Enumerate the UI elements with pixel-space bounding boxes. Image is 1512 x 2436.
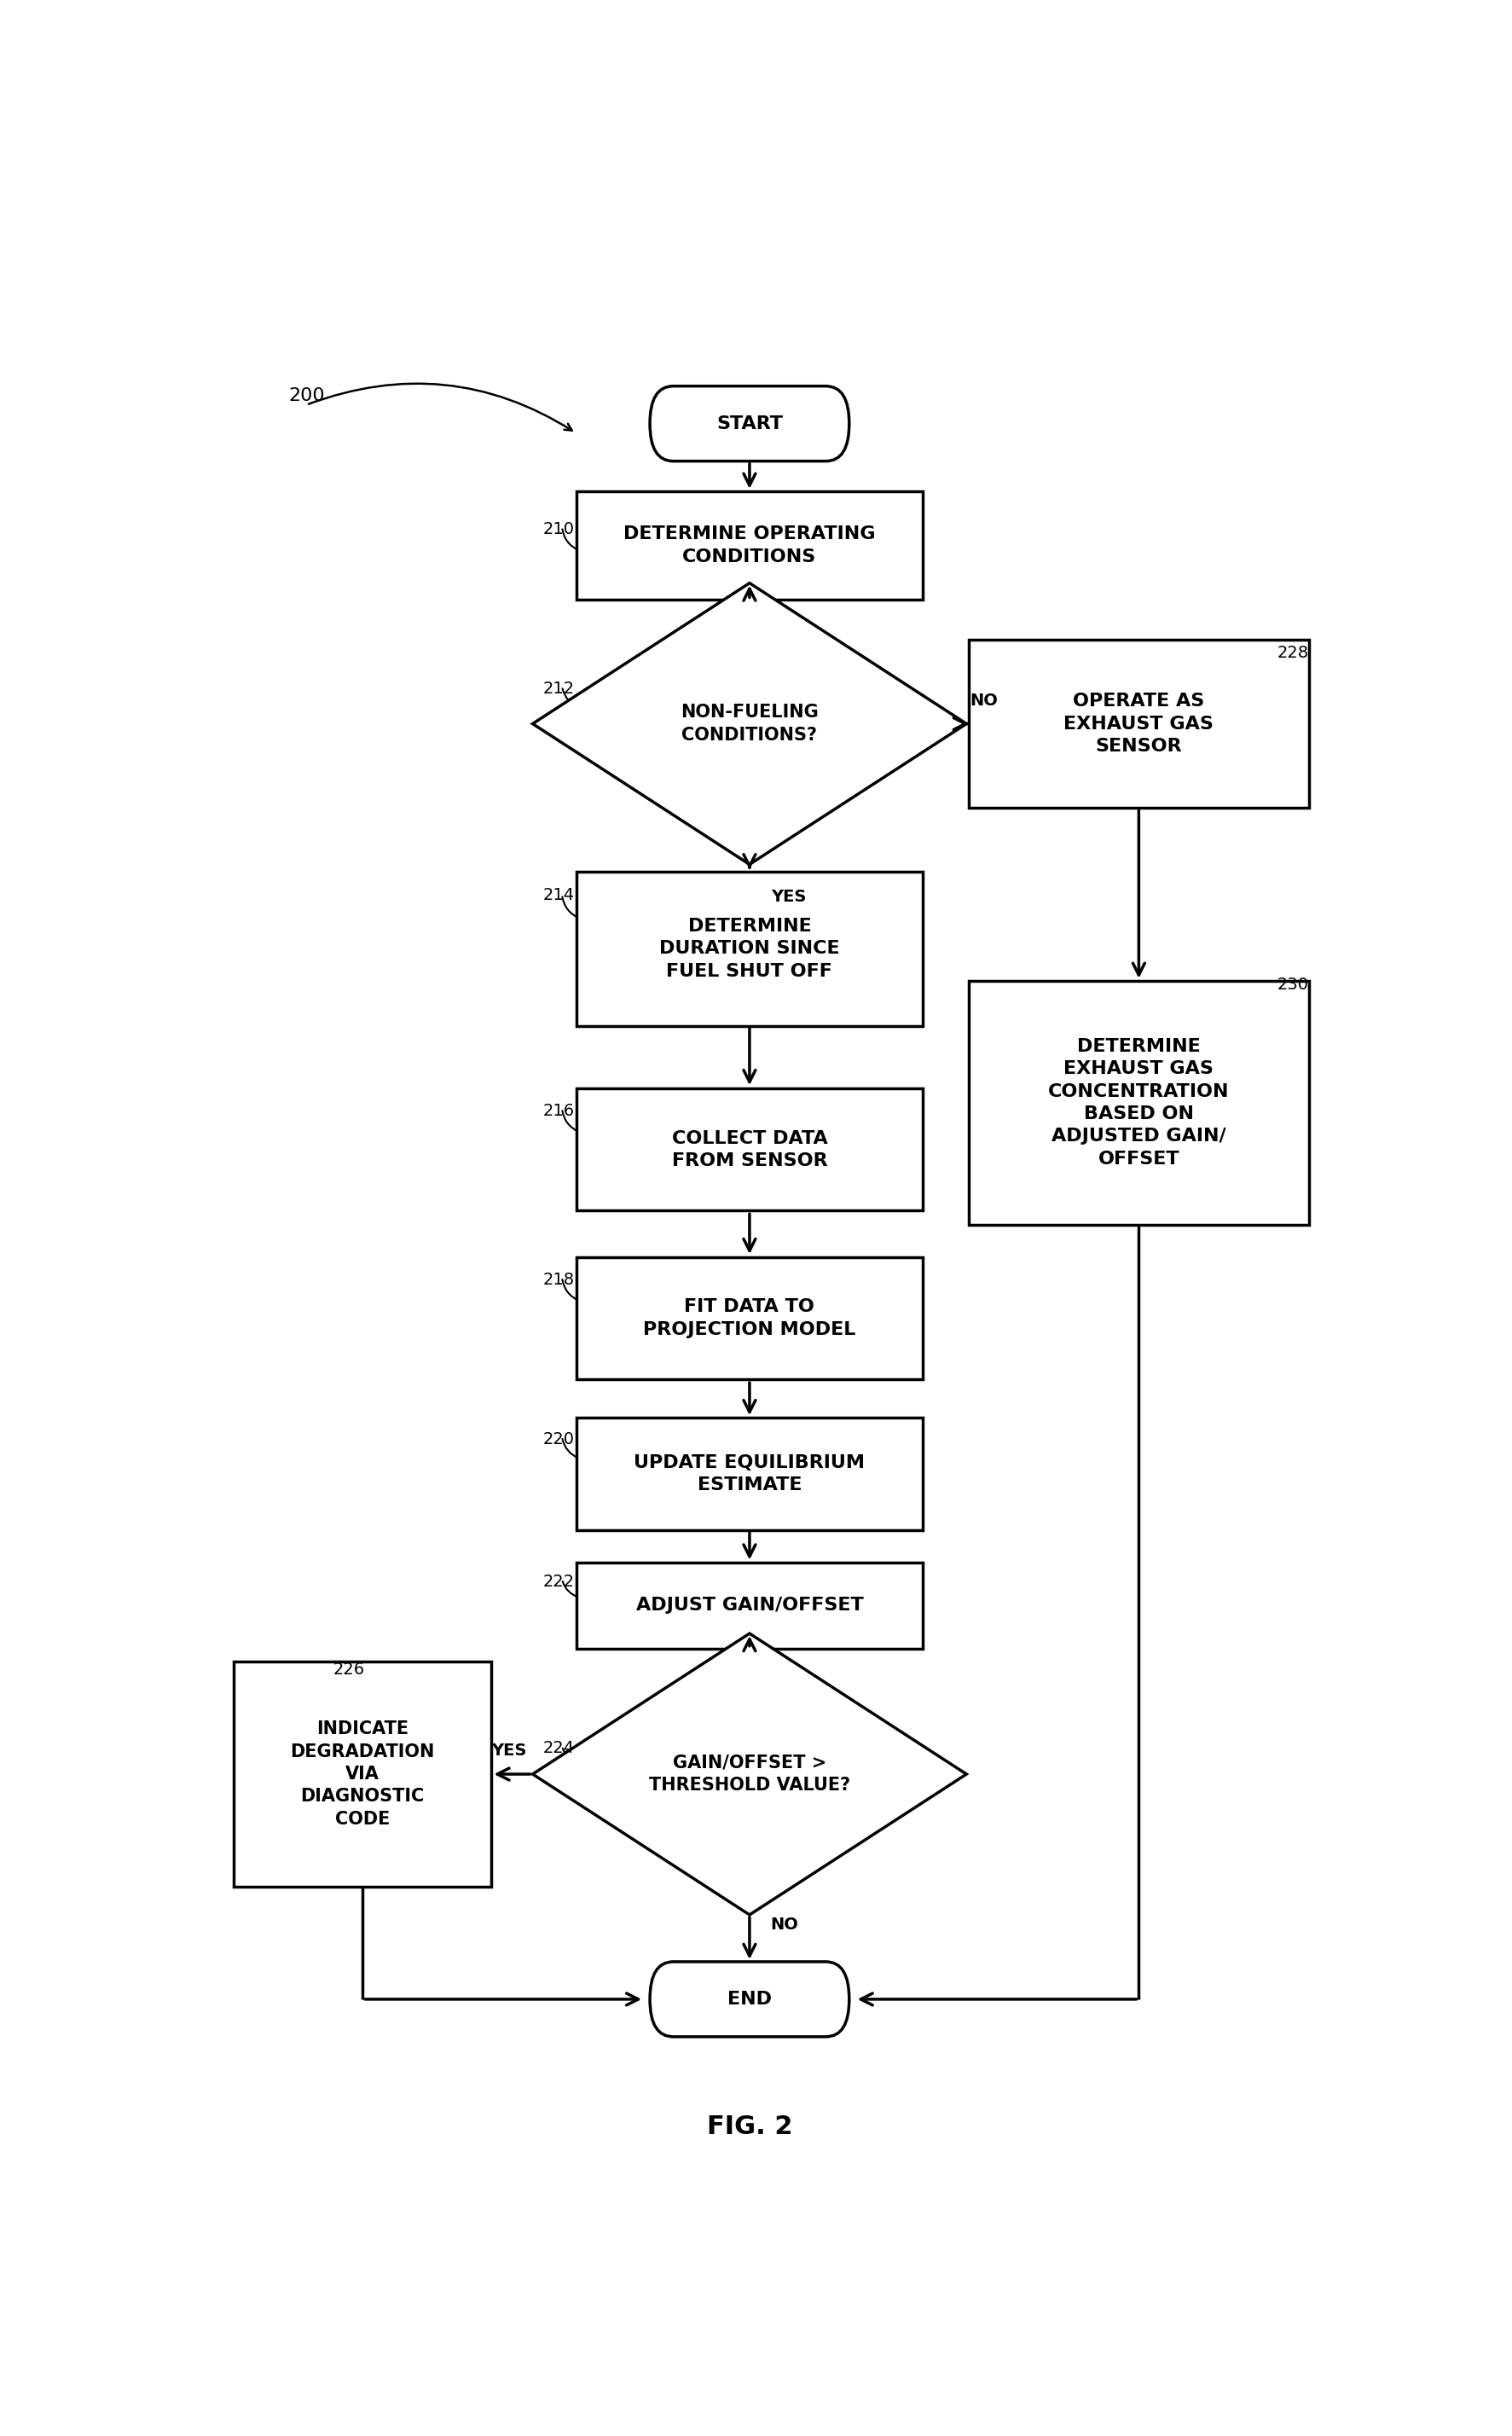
Text: 226: 226 (333, 1661, 364, 1678)
Text: INDICATE
DEGRADATION
VIA
DIAGNOSTIC
CODE: INDICATE DEGRADATION VIA DIAGNOSTIC CODE (290, 1720, 434, 1827)
Text: YES: YES (491, 1742, 526, 1759)
Text: NO: NO (770, 1917, 798, 1932)
Text: DETERMINE
EXHAUST GAS
CONCENTRATION
BASED ON
ADJUSTED GAIN/
OFFSET: DETERMINE EXHAUST GAS CONCENTRATION BASE… (1048, 1038, 1229, 1167)
Text: DETERMINE OPERATING
CONDITIONS: DETERMINE OPERATING CONDITIONS (623, 526, 875, 565)
Text: COLLECT DATA
FROM SENSOR: COLLECT DATA FROM SENSOR (671, 1130, 827, 1169)
Text: START: START (715, 414, 782, 431)
Text: 230: 230 (1276, 977, 1308, 994)
FancyBboxPatch shape (576, 872, 922, 1026)
FancyBboxPatch shape (576, 1418, 922, 1530)
FancyBboxPatch shape (576, 1257, 922, 1379)
FancyBboxPatch shape (650, 1961, 848, 2036)
Text: 212: 212 (543, 680, 575, 697)
Text: 216: 216 (543, 1104, 575, 1118)
Text: END: END (727, 1990, 771, 2007)
Text: FIT DATA TO
PROJECTION MODEL: FIT DATA TO PROJECTION MODEL (643, 1298, 856, 1337)
Text: 214: 214 (543, 887, 575, 904)
Text: GAIN/OFFSET >
THRESHOLD VALUE?: GAIN/OFFSET > THRESHOLD VALUE? (649, 1754, 850, 1793)
Text: 200: 200 (289, 387, 325, 404)
Text: NO: NO (969, 692, 998, 709)
FancyBboxPatch shape (576, 1561, 922, 1649)
FancyBboxPatch shape (968, 638, 1308, 809)
Polygon shape (532, 582, 966, 865)
Text: 210: 210 (543, 521, 575, 538)
FancyBboxPatch shape (650, 385, 848, 460)
Text: NON-FUELING
CONDITIONS?: NON-FUELING CONDITIONS? (680, 704, 818, 743)
Text: 222: 222 (543, 1574, 575, 1591)
FancyBboxPatch shape (233, 1661, 491, 1885)
Text: UPDATE EQUILIBRIUM
ESTIMATE: UPDATE EQUILIBRIUM ESTIMATE (634, 1454, 865, 1493)
Text: 220: 220 (543, 1430, 575, 1447)
Text: YES: YES (770, 889, 806, 906)
FancyBboxPatch shape (576, 1089, 922, 1211)
Text: 228: 228 (1276, 646, 1308, 660)
Text: FIG. 2: FIG. 2 (706, 2114, 792, 2139)
Polygon shape (532, 1635, 966, 1915)
Text: OPERATE AS
EXHAUST GAS
SENSOR: OPERATE AS EXHAUST GAS SENSOR (1063, 692, 1213, 755)
Text: 224: 224 (543, 1739, 575, 1756)
Text: 218: 218 (543, 1272, 575, 1289)
FancyBboxPatch shape (576, 492, 922, 599)
Text: ADJUST GAIN/OFFSET: ADJUST GAIN/OFFSET (635, 1596, 863, 1615)
FancyBboxPatch shape (968, 982, 1308, 1225)
Text: DETERMINE
DURATION SINCE
FUEL SHUT OFF: DETERMINE DURATION SINCE FUEL SHUT OFF (659, 918, 839, 979)
